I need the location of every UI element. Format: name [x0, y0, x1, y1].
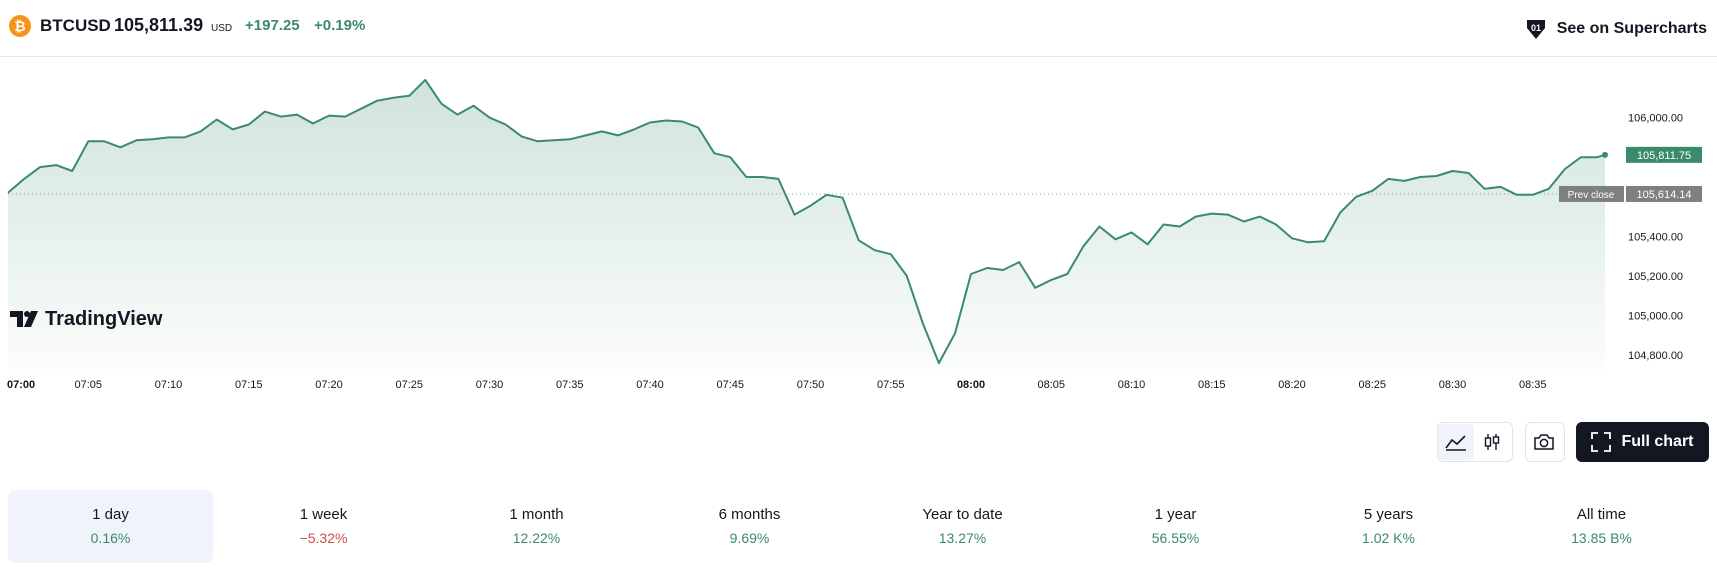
price-change: +197.25 — [245, 17, 300, 34]
area-chart-icon — [1445, 435, 1466, 451]
performance-periods: 1 day 0.16% 1 week −5.32% 1 month 12.22%… — [8, 490, 1709, 563]
bitcoin-icon: ₿ — [9, 15, 31, 37]
area-chart-button[interactable] — [1438, 424, 1474, 460]
x-tick-label: 08:05 — [1038, 379, 1066, 391]
period-value: 12.22% — [512, 530, 561, 546]
period-year-to-date[interactable]: Year to date 13.27% — [860, 490, 1065, 563]
period-1-month[interactable]: 1 month 12.22% — [434, 490, 639, 563]
x-tick-label: 08:00 — [957, 379, 985, 391]
last-price-badge-label: 105,811.75 — [1637, 150, 1691, 162]
tradingview-wordmark: TradingView — [45, 308, 163, 330]
x-tick-label: 07:45 — [716, 379, 744, 391]
prev-close-badge — [1626, 185, 1702, 202]
period-value: 56.55% — [1151, 530, 1200, 546]
x-tick-label: 07:50 — [797, 379, 825, 391]
tradingview-watermark: TradingView — [10, 308, 163, 330]
supercharts-icon: 01 — [1526, 20, 1545, 39]
price-line — [7, 78, 1606, 365]
candles-button[interactable] — [1474, 424, 1510, 460]
period-label: All time — [1576, 506, 1627, 523]
symbol-name[interactable]: BTCUSD — [40, 16, 111, 35]
full-chart-button[interactable]: Full chart — [1576, 422, 1709, 462]
period-value: −5.32% — [299, 530, 348, 546]
x-tick-label: 07:10 — [155, 379, 183, 391]
chart-type-switcher — [1437, 422, 1513, 462]
period-6-months[interactable]: 6 months 9.69% — [647, 490, 852, 563]
prev-close-badge-label: 105,614.14 — [1636, 189, 1691, 201]
period-all-time[interactable]: All time 13.85 B% — [1499, 490, 1704, 563]
x-tick-label: 07:35 — [556, 379, 584, 391]
x-tick-label: 08:25 — [1359, 379, 1387, 391]
x-tick-label: 08:15 — [1198, 379, 1226, 391]
x-tick-label: 08:35 — [1519, 379, 1547, 391]
period-label: 5 years — [1363, 506, 1414, 523]
price-chart[interactable]: 106,000.00 105,400.00 105,200.00 105,000.00… — [0, 57, 1717, 407]
period-value: 1.02 K% — [1362, 530, 1415, 546]
last-price-point — [1602, 151, 1608, 158]
period-value: 13.27% — [938, 530, 987, 546]
see-on-supercharts-link[interactable]: 01 See on Supercharts — [1523, 16, 1707, 42]
full-chart-label: Full chart — [1621, 433, 1694, 450]
x-tick-label: 07:55 — [877, 379, 905, 391]
x-tick-label: 07:20 — [315, 379, 343, 391]
snapshot-button[interactable] — [1525, 422, 1565, 462]
currency-label: USD — [211, 23, 233, 34]
x-tick-label: 07:25 — [395, 379, 423, 391]
price-area-fill — [8, 79, 1605, 370]
period-value: 9.69% — [729, 530, 770, 546]
x-tick-label: 07:00 — [7, 379, 35, 391]
svg-text:01: 01 — [1531, 23, 1541, 33]
symbol-header: ₿ BTCUSD 105,811.39 USD +197.25 +0.19% 0… — [0, 0, 1717, 57]
tradingview-logo-icon — [10, 311, 38, 327]
period-label: Year to date — [922, 506, 1003, 523]
x-tick-label: 07:40 — [636, 379, 664, 391]
prev-close-caption-badge — [1559, 185, 1624, 202]
x-tick-label: 08:20 — [1278, 379, 1306, 391]
x-tick-label: 07:15 — [235, 379, 263, 391]
candles-icon — [1484, 434, 1500, 450]
see-on-supercharts-label: See on Supercharts — [1556, 20, 1707, 37]
period-label: 1 day — [92, 506, 129, 523]
period-value: 13.85 B% — [1571, 530, 1632, 546]
snapshot-button-inner — [1526, 424, 1562, 460]
y-tick-label: 105,400.00 — [1628, 231, 1683, 243]
expand-icon — [1591, 432, 1612, 452]
period-5-years[interactable]: 5 years 1.02 K% — [1286, 490, 1491, 563]
last-price-badge — [1626, 146, 1702, 163]
x-tick-label: 07:05 — [74, 379, 102, 391]
y-tick-label: 105,200.00 — [1628, 271, 1683, 283]
period-value: 0.16% — [90, 530, 131, 546]
y-tick-label: 105,000.00 — [1628, 311, 1683, 323]
period-1-year[interactable]: 1 year 56.55% — [1073, 490, 1278, 563]
x-tick-label: 08:30 — [1439, 379, 1467, 391]
period-1-week[interactable]: 1 week −5.32% — [221, 490, 426, 563]
period-label: 1 month — [509, 506, 564, 523]
prev-close-caption: Prev close — [1568, 190, 1615, 201]
price-change-percent: +0.19% — [314, 17, 366, 34]
period-1-day[interactable]: 1 day 0.16% — [8, 490, 213, 563]
last-price: 105,811.39 — [114, 15, 204, 35]
x-tick-label: 07:30 — [476, 379, 504, 391]
y-tick-label: 106,000.00 — [1628, 113, 1683, 125]
period-label: 1 week — [299, 506, 348, 523]
period-label: 1 year — [1154, 506, 1197, 523]
period-label: 6 months — [718, 506, 781, 523]
camera-icon — [1534, 434, 1554, 450]
x-tick-label: 08:10 — [1118, 379, 1146, 391]
y-tick-label: 104,800.00 — [1628, 350, 1683, 362]
